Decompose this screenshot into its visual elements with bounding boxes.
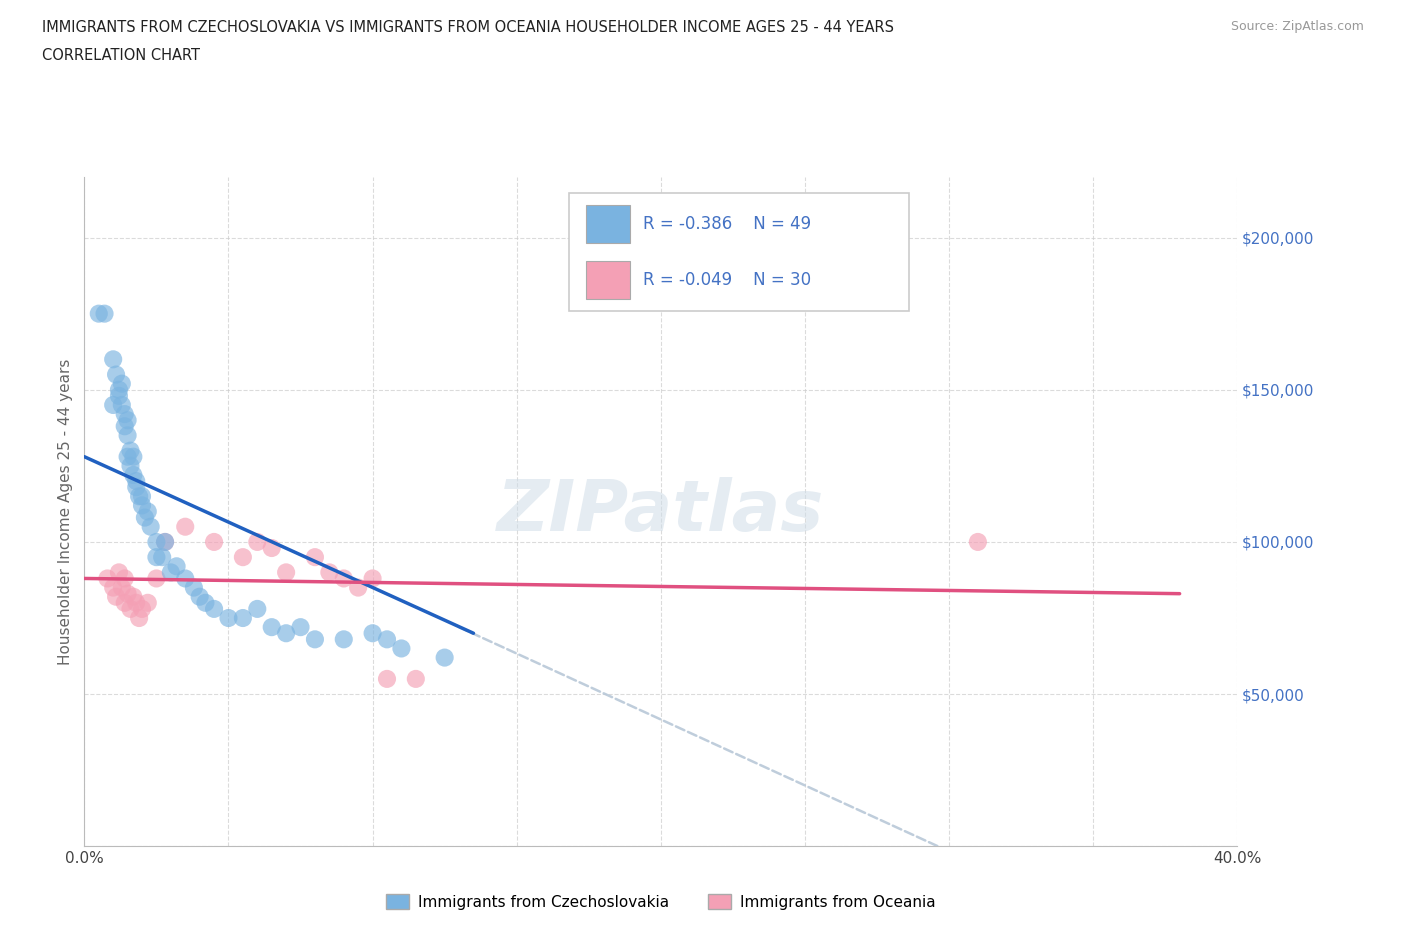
Point bbox=[183, 580, 205, 595]
Point bbox=[194, 595, 217, 610]
Point bbox=[232, 611, 254, 626]
Point bbox=[202, 535, 225, 550]
Point bbox=[318, 565, 340, 579]
Point bbox=[108, 389, 131, 404]
Point bbox=[108, 565, 131, 579]
Point bbox=[246, 602, 269, 617]
Point bbox=[120, 602, 142, 617]
Point bbox=[347, 580, 370, 595]
Text: CORRELATION CHART: CORRELATION CHART bbox=[42, 48, 200, 63]
Point bbox=[120, 458, 142, 473]
Point bbox=[405, 671, 427, 686]
Point bbox=[111, 397, 134, 412]
Point bbox=[103, 397, 125, 412]
Point bbox=[93, 306, 115, 321]
Point bbox=[114, 595, 136, 610]
Point bbox=[145, 550, 167, 565]
Text: Source: ZipAtlas.com: Source: ZipAtlas.com bbox=[1230, 20, 1364, 33]
Point bbox=[332, 631, 354, 646]
Point bbox=[276, 626, 298, 641]
Point bbox=[153, 535, 176, 550]
Point bbox=[117, 428, 139, 443]
Point bbox=[188, 590, 211, 604]
Point bbox=[218, 611, 240, 626]
Point bbox=[145, 535, 167, 550]
Point bbox=[160, 565, 183, 579]
Point bbox=[114, 406, 136, 421]
Point bbox=[967, 535, 990, 550]
Point bbox=[202, 602, 225, 617]
Y-axis label: Householder Income Ages 25 - 44 years: Householder Income Ages 25 - 44 years bbox=[58, 358, 73, 665]
Point bbox=[136, 595, 159, 610]
Point bbox=[232, 550, 254, 565]
Text: ZIPatlas: ZIPatlas bbox=[498, 477, 824, 546]
Point bbox=[105, 367, 128, 382]
Point bbox=[304, 631, 326, 646]
Point bbox=[87, 306, 110, 321]
Point bbox=[246, 535, 269, 550]
Point bbox=[361, 571, 384, 586]
Legend: Immigrants from Czechoslovakia, Immigrants from Oceania: Immigrants from Czechoslovakia, Immigran… bbox=[380, 887, 942, 916]
Point bbox=[260, 619, 283, 634]
Point bbox=[131, 498, 153, 512]
Point bbox=[150, 550, 173, 565]
Point bbox=[375, 631, 398, 646]
Point bbox=[125, 480, 148, 495]
Point bbox=[290, 619, 312, 634]
Point bbox=[304, 550, 326, 565]
Point bbox=[103, 580, 125, 595]
Point bbox=[174, 519, 197, 534]
Point bbox=[117, 449, 139, 464]
Point bbox=[111, 580, 134, 595]
Point bbox=[114, 571, 136, 586]
Point bbox=[276, 565, 298, 579]
Point bbox=[120, 444, 142, 458]
Point bbox=[136, 504, 159, 519]
Point bbox=[111, 377, 134, 392]
Point bbox=[125, 473, 148, 488]
Point bbox=[174, 571, 197, 586]
Point bbox=[114, 418, 136, 433]
Point bbox=[139, 519, 162, 534]
Point bbox=[117, 586, 139, 601]
Point bbox=[122, 468, 145, 483]
Point bbox=[134, 511, 156, 525]
Point bbox=[332, 571, 354, 586]
Point bbox=[122, 590, 145, 604]
Point bbox=[166, 559, 188, 574]
Point bbox=[117, 413, 139, 428]
Point bbox=[433, 650, 456, 665]
Point bbox=[153, 535, 176, 550]
Point bbox=[375, 671, 398, 686]
Point bbox=[108, 382, 131, 397]
Point bbox=[145, 571, 167, 586]
Point bbox=[125, 595, 148, 610]
Point bbox=[122, 449, 145, 464]
Point bbox=[361, 626, 384, 641]
Point bbox=[391, 641, 413, 656]
Point bbox=[105, 590, 128, 604]
Point bbox=[103, 352, 125, 366]
Point bbox=[128, 489, 150, 504]
Point bbox=[131, 489, 153, 504]
Point bbox=[260, 540, 283, 555]
Text: IMMIGRANTS FROM CZECHOSLOVAKIA VS IMMIGRANTS FROM OCEANIA HOUSEHOLDER INCOME AGE: IMMIGRANTS FROM CZECHOSLOVAKIA VS IMMIGR… bbox=[42, 20, 894, 35]
Point bbox=[131, 602, 153, 617]
Point bbox=[128, 611, 150, 626]
Point bbox=[96, 571, 118, 586]
